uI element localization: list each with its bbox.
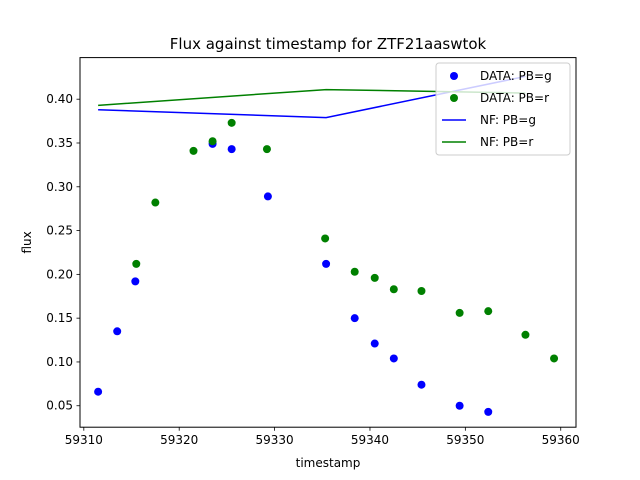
data-point-s1-7 [350,267,359,276]
legend-label-1: DATA: PB=r [480,91,549,105]
y-tick-label-7: 0.40 [46,92,73,106]
data-point-s1-0 [132,259,141,268]
data-point-s0-2 [131,277,140,286]
data-point-s1-2 [189,146,198,155]
x-tick-label-2: 59330 [255,433,293,447]
plot-frame [79,57,577,428]
y-tick-label-4: 0.25 [46,224,73,238]
y-tick-label-3: 0.20 [46,267,73,281]
x-tick-label-0: 59310 [65,433,103,447]
legend-marker-1 [450,94,458,102]
y-tick-label-6: 0.35 [46,136,73,150]
data-point-s0-7 [350,314,359,323]
y-tick-label-2: 0.15 [46,311,73,325]
data-point-s1-1 [151,198,160,207]
data-point-s1-8 [370,273,379,282]
data-point-s1-14 [550,354,559,363]
y-tick-label-0: 0.05 [46,399,73,413]
legend-label-3: NF: PB=r [480,135,533,149]
chart-title: Flux against timestamp for ZTF21aaswtok [170,35,487,53]
x-tick-label-4: 59350 [446,433,484,447]
legend-marker-0 [450,72,458,80]
data-point-s0-6 [322,259,331,268]
data-point-s0-8 [370,339,379,348]
data-point-s1-9 [389,285,398,294]
data-point-s0-5 [263,192,272,201]
x-tick-label-3: 59340 [351,433,389,447]
data-point-s0-0 [94,387,103,396]
y-tick-label-1: 0.10 [46,355,73,369]
data-point-s1-3 [208,137,217,146]
legend: DATA: PB=g DATA: PB=r NF: PB=g NF: PB=r [435,62,571,156]
legend-label-0: DATA: PB=g [480,69,552,83]
data-point-s0-12 [484,407,493,416]
x-axis: 59310 59320 59330 59340 59350 59360 [65,427,580,447]
data-point-s1-11 [455,308,464,317]
legend-box [435,62,571,156]
data-point-s1-5 [262,145,271,154]
data-point-s0-9 [389,354,398,363]
y-tick-label-5: 0.30 [46,180,73,194]
data-point-s0-10 [417,380,426,389]
data-point-s1-6 [321,234,330,243]
data-point-s0-11 [455,401,464,410]
x-tick-label-1: 59320 [160,433,198,447]
data-point-s1-4 [227,118,236,127]
y-axis-label: flux [20,231,34,253]
data-point-s1-12 [484,307,493,316]
x-axis-label: timestamp [296,456,361,470]
legend-label-2: NF: PB=g [480,113,536,127]
data-point-s1-13 [521,330,530,339]
plot-area [94,75,559,416]
y-axis: 0.05 0.10 0.15 0.20 0.25 0.30 0.35 0.40 [46,92,80,413]
x-tick-label-5: 59360 [542,433,580,447]
data-point-s0-4 [227,145,236,154]
data-point-s1-10 [417,287,426,296]
data-point-s0-1 [113,327,122,336]
